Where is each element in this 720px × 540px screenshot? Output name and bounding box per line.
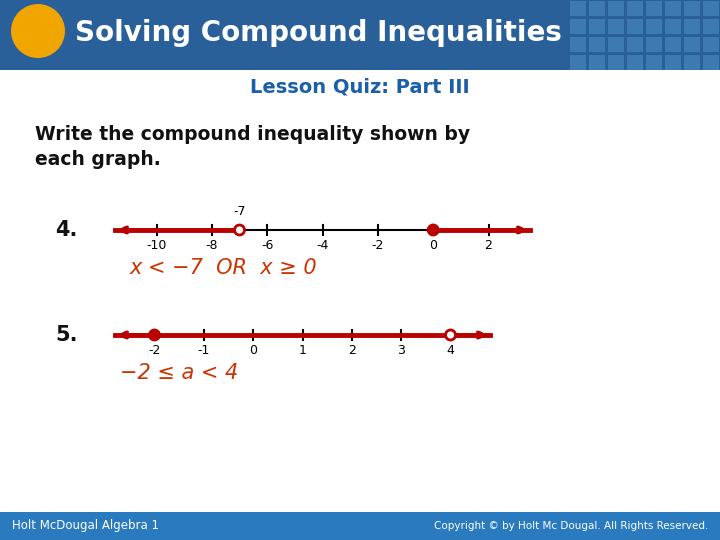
Text: Write the compound inequality shown by
each graph.: Write the compound inequality shown by e… [35, 125, 470, 169]
Text: 0: 0 [249, 344, 257, 357]
Text: 0: 0 [429, 239, 437, 252]
Bar [589, 19, 605, 34]
Circle shape [446, 330, 456, 340]
Bar [665, 55, 681, 70]
Bar [608, 19, 624, 34]
Bar [684, 19, 700, 34]
Text: Lesson Quiz: Part III: Lesson Quiz: Part III [250, 78, 470, 97]
Bar [703, 19, 719, 34]
Text: x < −7  OR  x ≥ 0: x < −7 OR x ≥ 0 [130, 258, 318, 278]
Text: −2 ≤ a < 4: −2 ≤ a < 4 [120, 363, 238, 383]
Circle shape [235, 225, 245, 235]
Text: 3: 3 [397, 344, 405, 357]
Bar [646, 1, 662, 16]
Text: -6: -6 [261, 239, 274, 252]
Bar [589, 1, 605, 16]
Text: Solving Compound Inequalities: Solving Compound Inequalities [75, 19, 562, 47]
Text: -8: -8 [206, 239, 218, 252]
Bar [684, 1, 700, 16]
Circle shape [428, 225, 438, 235]
Circle shape [150, 330, 159, 340]
Bar [646, 55, 662, 70]
Text: -10: -10 [146, 239, 167, 252]
Bar [665, 37, 681, 52]
Bar [703, 1, 719, 16]
Text: -2: -2 [148, 344, 161, 357]
Bar [608, 1, 624, 16]
Bar [570, 19, 586, 34]
Bar [570, 1, 586, 16]
Bar [608, 37, 624, 52]
Bar [627, 1, 643, 16]
Circle shape [11, 4, 65, 58]
Text: Holt McDougal Algebra 1: Holt McDougal Algebra 1 [12, 519, 159, 532]
Bar [0, 0, 720, 70]
Text: -7: -7 [233, 205, 246, 218]
Text: 1: 1 [299, 344, 307, 357]
Bar [570, 37, 586, 52]
Text: -2: -2 [372, 239, 384, 252]
Text: 5.: 5. [55, 325, 78, 345]
Text: 2: 2 [485, 239, 492, 252]
Text: -4: -4 [316, 239, 329, 252]
Text: 2: 2 [348, 344, 356, 357]
Text: 4.: 4. [55, 220, 77, 240]
Text: -1: -1 [197, 344, 210, 357]
Bar [608, 55, 624, 70]
Bar [627, 19, 643, 34]
Bar [665, 1, 681, 16]
Text: Copyright © by Holt Mc Dougal. All Rights Reserved.: Copyright © by Holt Mc Dougal. All Right… [433, 521, 708, 531]
Bar [684, 37, 700, 52]
Bar [570, 55, 586, 70]
Bar [684, 55, 700, 70]
Text: 4: 4 [446, 344, 454, 357]
Bar [589, 37, 605, 52]
Bar [0, 512, 720, 540]
Bar [703, 37, 719, 52]
Bar [627, 37, 643, 52]
Bar [589, 55, 605, 70]
Bar [646, 37, 662, 52]
Bar [627, 55, 643, 70]
Bar [703, 55, 719, 70]
Bar [646, 19, 662, 34]
Bar [665, 19, 681, 34]
